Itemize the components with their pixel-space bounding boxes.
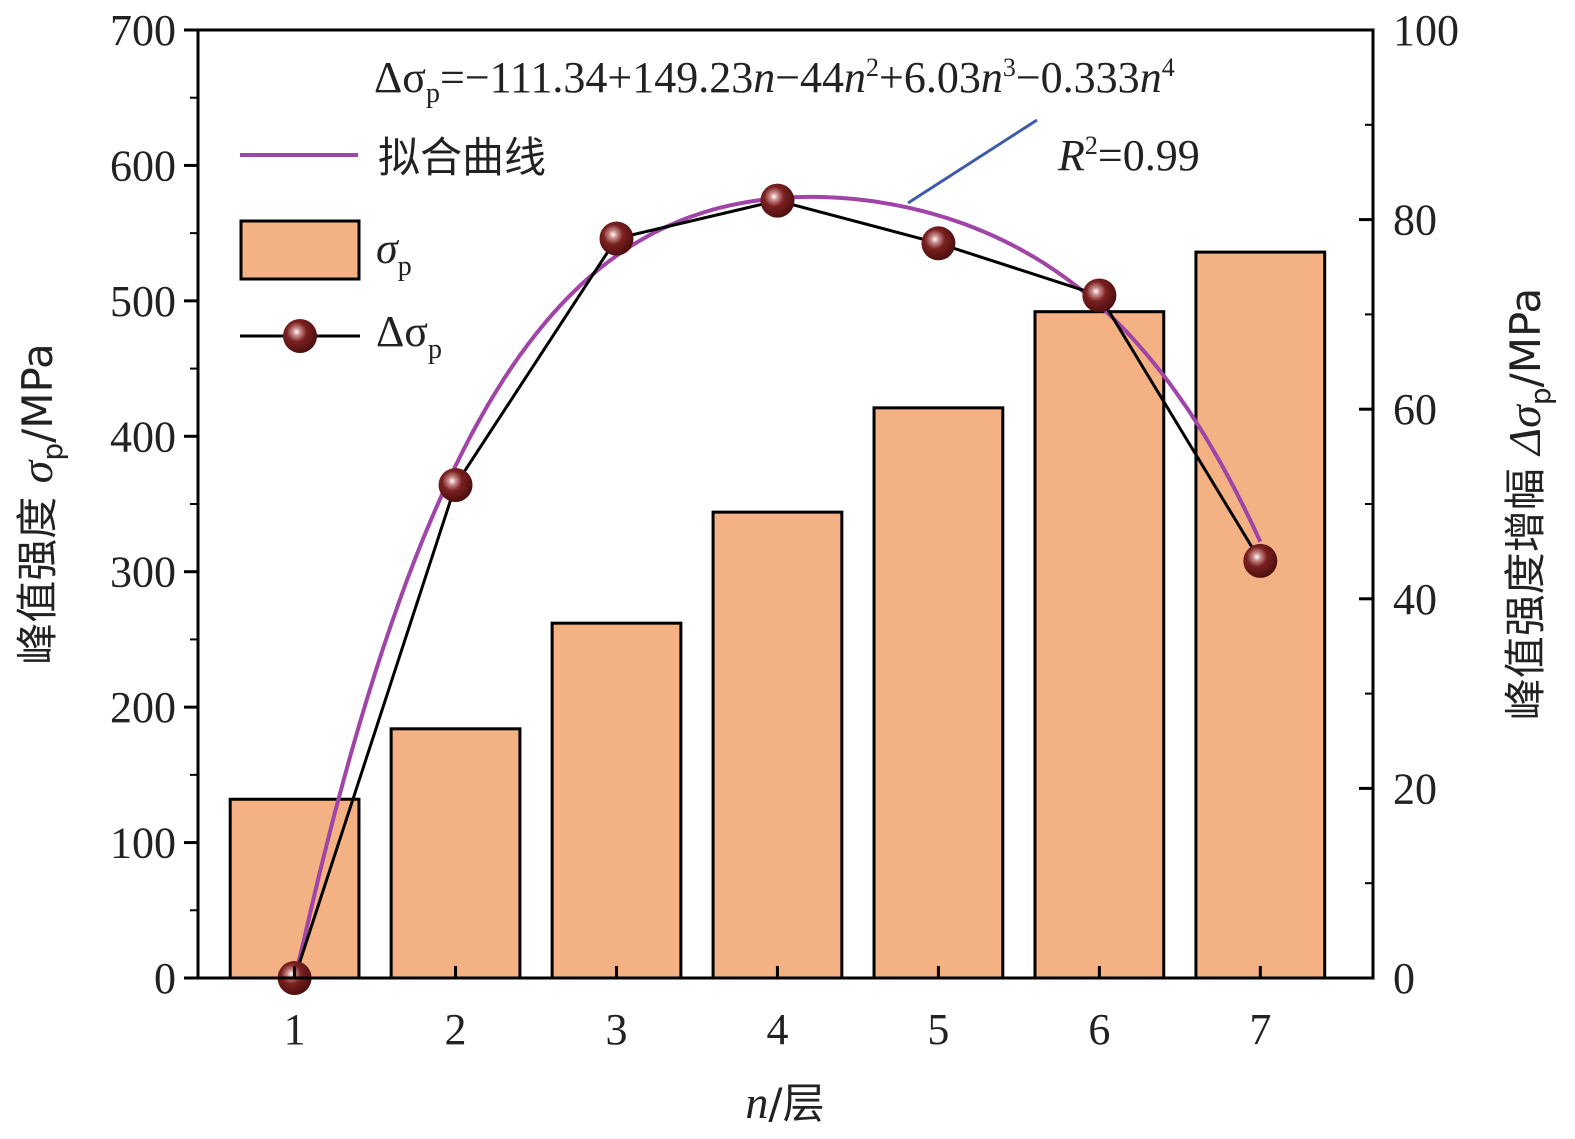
y-left-tick-label-100: 100 xyxy=(110,819,176,868)
bar-1 xyxy=(228,797,361,980)
y-left-tick-label-400: 400 xyxy=(110,412,176,461)
y-left-tick-label-200: 200 xyxy=(110,683,176,732)
y-right-tick-label-80: 80 xyxy=(1393,196,1437,245)
increment-marker-6 xyxy=(1082,278,1117,313)
y-left-tick-label-600: 600 xyxy=(110,141,176,190)
y-axis-right: 0 20 40 60 80 100 xyxy=(1359,6,1459,1003)
y-axis-right-title: 峰值强度增幅 Δσp/MPa xyxy=(1499,288,1557,720)
x-tick-label-3: 3 xyxy=(605,1005,627,1054)
legend-bar-label: σp xyxy=(376,224,412,282)
y-left-tick-label-700: 700 xyxy=(110,6,176,55)
legend-increment-label: Δσp xyxy=(376,307,442,365)
increment-marker-2 xyxy=(438,468,473,503)
x-axis-title: n/层 xyxy=(745,1077,824,1128)
annotation-pointer-line xyxy=(907,118,1038,205)
y-right-tick-label-60: 60 xyxy=(1393,385,1437,434)
y-axis-left: 0 100 200 300 400 500 600 700 xyxy=(110,6,198,1003)
bar-series xyxy=(228,250,1327,980)
bar-6 xyxy=(1033,310,1166,980)
legend: 拟合曲线 σp Δσp xyxy=(239,133,546,365)
y-right-tick-label-100: 100 xyxy=(1393,6,1459,55)
y-right-tick-label-0: 0 xyxy=(1393,954,1415,1003)
increment-marker-7 xyxy=(1243,543,1278,578)
x-tick-label-4: 4 xyxy=(766,1005,788,1054)
x-tick-label-1: 1 xyxy=(284,1005,306,1054)
increment-marker-5 xyxy=(921,226,956,261)
y-right-tick-label-20: 20 xyxy=(1393,764,1437,813)
legend-fit-label: 拟合曲线 xyxy=(378,133,546,182)
x-tick-label-6: 6 xyxy=(1088,1005,1110,1054)
y-axis-left-title: 峰值强度 σp/MPa xyxy=(11,343,69,664)
bar-4 xyxy=(711,510,844,980)
x-axis: 1 2 3 4 5 6 7 xyxy=(284,966,1271,1054)
x-tick-label-7: 7 xyxy=(1249,1005,1271,1054)
y-right-tick-label-40: 40 xyxy=(1393,575,1437,624)
bar-2 xyxy=(389,727,522,980)
x-tick-label-5: 5 xyxy=(927,1005,949,1054)
y-left-tick-label-500: 500 xyxy=(110,277,176,326)
bar-7 xyxy=(1194,250,1327,980)
bar-5 xyxy=(872,406,1005,980)
legend-increment-marker xyxy=(283,319,317,353)
y-left-tick-label-300: 300 xyxy=(110,548,176,597)
y-left-tick-label-0: 0 xyxy=(154,954,176,1003)
legend-bar-swatch xyxy=(239,219,361,281)
bar-3 xyxy=(550,621,683,980)
fit-equation: Δσp=−111.34+149.23n−44n2+6.03n3−0.333n4 xyxy=(374,53,1175,109)
r-squared: R2=0.99 xyxy=(1057,131,1200,180)
increment-marker-3 xyxy=(599,221,634,256)
increment-marker-4 xyxy=(760,183,795,218)
x-tick-label-2: 2 xyxy=(445,1005,467,1054)
